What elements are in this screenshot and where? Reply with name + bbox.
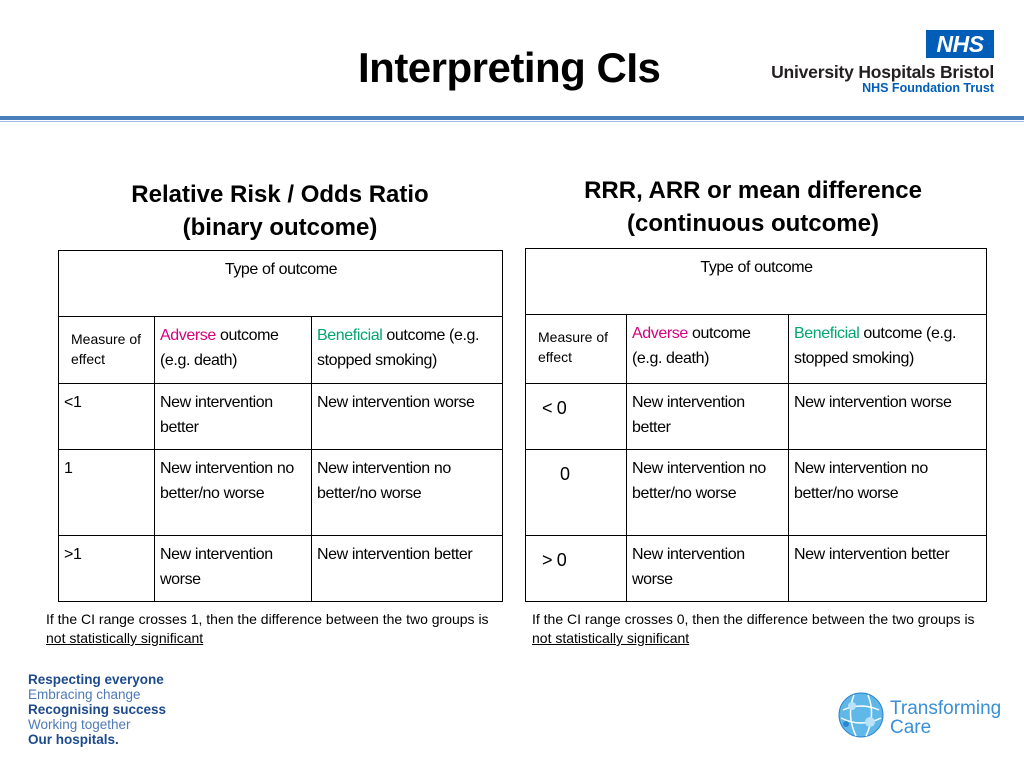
right-beneficial-word: Beneficial: [794, 325, 860, 342]
left-row-measure: >1: [58, 535, 155, 602]
header-divider: [0, 116, 1024, 120]
value-respecting: Respecting everyone: [28, 672, 164, 687]
left-row-adverse: New intervention worse: [154, 535, 312, 602]
transforming-care-line2: Care: [890, 717, 932, 738]
right-note-underlined: not statistically significant: [532, 630, 690, 646]
left-row-beneficial: New intervention better: [311, 535, 503, 602]
left-note-underlined: not statistically significant: [46, 630, 204, 646]
value-embracing: Embracing change: [28, 687, 141, 702]
left-beneficial-rest: outcome (e.g. stopped smoking): [317, 327, 480, 369]
right-row-gt0: > 0 New intervention worse New intervent…: [525, 535, 987, 602]
right-row-beneficial: New intervention better: [788, 535, 987, 602]
right-adverse-word: Adverse: [632, 325, 688, 342]
header-divider-thin: [0, 121, 1024, 122]
left-row-lt1: <1 New intervention better New intervent…: [58, 383, 503, 450]
left-table: Type of outcome Measure of effect Advers…: [58, 250, 503, 602]
right-row-adverse: New intervention better: [626, 383, 789, 450]
right-row-beneficial: New intervention worse: [788, 383, 987, 450]
right-measure-label: Measure of effect: [525, 314, 627, 384]
left-row-beneficial: New intervention worse: [311, 383, 503, 450]
right-row-eq0: 0 New intervention no better/no worse Ne…: [525, 449, 987, 536]
right-adverse-header: Adverse outcome (e.g. death): [626, 314, 789, 384]
left-adverse-header: Adverse outcome (e.g. death): [154, 316, 312, 384]
transforming-care-line1: Transforming: [890, 698, 1002, 719]
trust-name: University Hospitals Bristol: [771, 62, 994, 82]
left-adverse-word: Adverse: [160, 327, 216, 344]
trust-values: Respecting everyone Embracing change Rec…: [28, 672, 166, 747]
left-row-adverse: New intervention better: [154, 383, 312, 450]
left-adverse-rest: outcome (e.g. death): [160, 327, 279, 369]
transforming-care-logo: Transforming Care: [890, 699, 1001, 737]
globe-icon: [838, 692, 884, 738]
right-table: Type of outcome Measure of effect Advers…: [525, 248, 987, 602]
left-heading-line2: (binary outcome): [182, 214, 378, 241]
right-header-type-of-outcome: Type of outcome: [525, 248, 987, 315]
slide-title: Interpreting CIs: [358, 44, 661, 91]
left-row-gt1: >1 New intervention worse New interventi…: [58, 535, 503, 602]
left-row-adverse: New intervention no better/no worse: [154, 449, 312, 536]
right-row-beneficial: New intervention no better/no worse: [788, 449, 987, 536]
left-row-eq1: 1 New intervention no better/no worse Ne…: [58, 449, 503, 536]
left-header-type-of-outcome: Type of outcome: [58, 250, 503, 317]
value-our-hospitals: Our hospitals.: [28, 732, 119, 747]
value-working: Working together: [28, 717, 131, 732]
right-adverse-rest: outcome (e.g. death): [632, 325, 751, 367]
right-beneficial-header: Beneficial outcome (e.g. stopped smoking…: [788, 314, 987, 384]
right-beneficial-rest: outcome (e.g. stopped smoking): [794, 325, 957, 367]
left-note-text: If the CI range crosses 1, then the diff…: [46, 611, 489, 627]
trust-subtitle: NHS Foundation Trust: [862, 81, 994, 95]
right-note-text: If the CI range crosses 0, then the diff…: [532, 611, 975, 627]
right-row-lt0: < 0 New intervention better New interven…: [525, 383, 987, 450]
right-heading-line1: RRR, ARR or mean difference: [584, 177, 922, 204]
left-heading-line1: Relative Risk / Odds Ratio: [131, 181, 429, 208]
value-recognising: Recognising success: [28, 702, 167, 717]
left-row-measure: <1: [58, 383, 155, 450]
left-heading: Relative Risk / Odds Ratio (binary outco…: [58, 178, 502, 244]
right-row-adverse: New intervention worse: [626, 535, 789, 602]
left-beneficial-word: Beneficial: [317, 327, 383, 344]
right-row-measure: > 0: [525, 535, 627, 602]
left-beneficial-header: Beneficial outcome (e.g. stopped smoking…: [311, 316, 503, 384]
left-measure-label: Measure of effect: [58, 316, 155, 384]
left-note: If the CI range crosses 1, then the diff…: [46, 610, 506, 648]
right-note: If the CI range crosses 0, then the diff…: [532, 610, 992, 648]
right-heading-line2: (continuous outcome): [627, 210, 879, 237]
right-row-measure: 0: [525, 449, 627, 536]
right-row-adverse: New intervention no better/no worse: [626, 449, 789, 536]
nhs-logo: NHS: [926, 30, 994, 58]
right-heading: RRR, ARR or mean difference (continuous …: [520, 174, 986, 240]
left-row-measure: 1: [58, 449, 155, 536]
left-row-beneficial: New intervention no better/no worse: [311, 449, 503, 536]
right-row-measure: < 0: [525, 383, 627, 450]
